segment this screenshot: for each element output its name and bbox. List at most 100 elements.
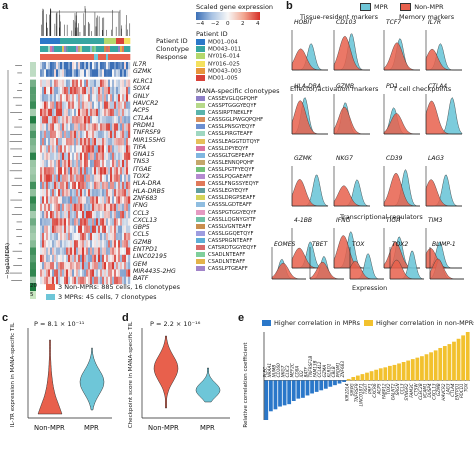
- heatmap-cell: [60, 130, 63, 139]
- patient-annotation-cell: [102, 38, 105, 44]
- bar-gene-label: GZMA: [322, 365, 327, 378]
- correlation-bar: [264, 380, 269, 420]
- heatmap-cell: [122, 232, 125, 241]
- heatmap-cell: [82, 276, 85, 285]
- heatmap-cell: [112, 79, 115, 88]
- heatmap-cell: [62, 276, 65, 285]
- heatmap-cell: [60, 254, 63, 263]
- heatmap-cell: [128, 94, 131, 102]
- heatmap-cell: [80, 94, 83, 102]
- heatmap-cell: [102, 94, 105, 102]
- heatmap-cell: [62, 79, 65, 88]
- heatmap-cell: [62, 116, 65, 124]
- heatmap-cell: [46, 159, 49, 168]
- heatmap-cell: [110, 181, 113, 190]
- heatmap-cell: [74, 247, 77, 255]
- heatmap-cell: [80, 269, 83, 277]
- mpr-bar-swatch: [262, 320, 271, 326]
- response-annotation-cell: [86, 54, 89, 60]
- clonotype-legend-item: CASSLPNSGYEQYF: [196, 124, 263, 131]
- clonotype-annotation-cell: [110, 46, 113, 52]
- heatmap-cell: [82, 159, 85, 168]
- heatmap-cell: [118, 167, 121, 175]
- heatmap-cell: [46, 145, 49, 153]
- bar-gene-label: CXCR6: [372, 383, 377, 398]
- colorbar: [196, 12, 260, 20]
- heatmap-cell: [84, 116, 87, 124]
- heatmap-cell: [52, 262, 55, 270]
- heatmap-cell: [48, 108, 51, 117]
- heatmap-cell: [92, 211, 95, 219]
- heatmap-cell: [106, 203, 109, 212]
- heatmap-cell: [120, 62, 123, 70]
- heatmap-cell: [58, 138, 61, 146]
- heatmap-cell: [64, 167, 67, 175]
- heatmap-cell: [100, 269, 103, 277]
- panel-d-pvalue: P = 2.2 × 10⁻¹⁶: [150, 320, 201, 328]
- clonotype-legend-item: CASSLPTGEAFF: [196, 266, 263, 273]
- heatmap-cell: [44, 189, 47, 197]
- heatmap-cell: [118, 62, 121, 70]
- heatmap-cell: [56, 116, 59, 124]
- response-legend-non-mpr: 3 Non-MPRs: 885 cells, 16 clonotypes: [46, 283, 180, 291]
- heatmap-cell: [60, 152, 63, 161]
- heatmap-cell: [90, 181, 93, 190]
- clonotype-swatch: [196, 145, 205, 151]
- heatmap-cell: [128, 196, 131, 204]
- density-gene-label: HLA-DRA: [294, 83, 321, 90]
- clonotype-sequence: CATSRDTGGYEQYF: [208, 244, 257, 251]
- heatmap-cell: [106, 159, 109, 168]
- gene-label: TOX2: [133, 173, 150, 180]
- correlation-bar: [346, 378, 351, 381]
- heatmap-cell: [46, 152, 49, 161]
- heatmap-cell: [98, 181, 101, 190]
- heatmap-cell: [72, 101, 75, 109]
- heatmap-cell: [50, 138, 53, 146]
- fdr-legend-low: [30, 291, 36, 299]
- heatmap-cell: [44, 123, 47, 131]
- bar-gene-label: LAG3: [445, 383, 450, 394]
- gene-label: GZMB: [133, 238, 152, 246]
- heatmap-cell: [84, 123, 87, 131]
- correlation-bar: [305, 380, 310, 396]
- heatmap-cell: [98, 269, 101, 277]
- heatmap-cell: [62, 232, 65, 241]
- correlation-bar: [461, 335, 466, 381]
- clonotype-annotation-cell: [62, 46, 65, 52]
- heatmap-cell: [126, 130, 129, 139]
- correlation-bar: [333, 380, 337, 386]
- heatmap-cell: [126, 262, 129, 270]
- heatmap-cell: [118, 159, 121, 168]
- heatmap-cell: [128, 69, 131, 77]
- heatmap-cell: [52, 203, 55, 212]
- gene-label: BATF: [133, 275, 149, 283]
- heatmap-cell: [78, 189, 81, 197]
- heatmap-cell: [92, 167, 95, 175]
- patient-annotation-cell: [62, 38, 65, 44]
- heatmap-cell: [88, 138, 91, 146]
- bar-gene-label: PRF1: [368, 383, 373, 394]
- heatmap-cell: [106, 232, 109, 241]
- heatmap-cell: [66, 262, 69, 270]
- clonotype-annotation-cell: [120, 46, 123, 52]
- heatmap-cell: [86, 254, 89, 263]
- heatmap-cell: [84, 189, 87, 197]
- heatmap-cell: [116, 167, 119, 175]
- heatmap-cell: [112, 181, 115, 190]
- heatmap-cell: [90, 145, 93, 153]
- heatmap-cell: [102, 247, 105, 255]
- clonotype-legend-item: CASSLGGQETQYF: [196, 230, 263, 238]
- heatmap-cell: [84, 167, 87, 175]
- clonotype-swatch: [196, 230, 205, 236]
- heatmap-cell: [74, 269, 77, 277]
- heatmap-cell: [80, 247, 83, 255]
- fdr-cell: [30, 232, 36, 241]
- heatmap-cell: [82, 138, 85, 146]
- mpr-swatch: [360, 3, 371, 11]
- heatmap-cell: [102, 152, 105, 161]
- heatmap-cell: [48, 196, 51, 204]
- heatmap-cell: [42, 218, 45, 226]
- group-transcriptional: Transcriptional regulators: [340, 213, 423, 221]
- bar-gene-label: SYNGR2: [404, 383, 409, 401]
- heatmap-cell: [56, 181, 59, 190]
